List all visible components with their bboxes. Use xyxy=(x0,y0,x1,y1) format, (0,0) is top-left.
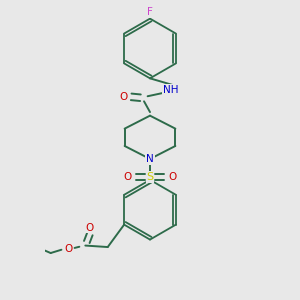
Text: NH: NH xyxy=(163,85,179,95)
Text: S: S xyxy=(146,172,154,182)
Text: N: N xyxy=(146,154,154,164)
Text: O: O xyxy=(86,223,94,232)
Text: O: O xyxy=(64,244,72,254)
Text: O: O xyxy=(124,172,132,182)
Text: O: O xyxy=(168,172,176,182)
Text: F: F xyxy=(147,7,153,17)
Text: O: O xyxy=(120,92,128,102)
